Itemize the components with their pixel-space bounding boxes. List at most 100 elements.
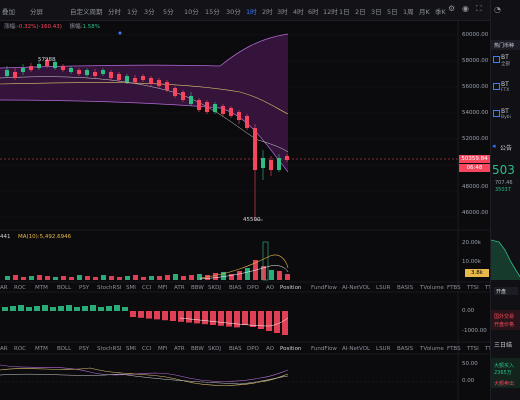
indicator-tab[interactable]: AI-NetVOL — [342, 346, 371, 352]
timeframe-18[interactable]: 3日 — [371, 8, 382, 16]
indicator-tab[interactable]: MTM — [35, 285, 48, 291]
live-price: 503 — [492, 163, 515, 177]
chat-icon[interactable]: ◔ — [494, 5, 501, 14]
timeframe-14[interactable]: 6时 — [308, 8, 319, 16]
indicator-tab[interactable]: FTBS — [447, 285, 461, 291]
indicator-tab[interactable]: TVolume — [420, 285, 444, 291]
indicator-tab[interactable]: MFI — [158, 346, 168, 352]
indicator-tab[interactable]: SKDJ — [208, 346, 221, 352]
open-button-label[interactable]: 开盘 — [496, 289, 507, 295]
announcement-label[interactable]: 公告 — [500, 145, 513, 152]
checkbox[interactable] — [493, 83, 500, 90]
coin-code[interactable]: BT — [501, 81, 509, 88]
flow-bar — [2, 307, 8, 311]
timeframe-20[interactable]: 1周 — [403, 8, 414, 16]
timeframe-22[interactable]: 季K — [435, 8, 446, 16]
indicator-tab[interactable]: StochRSI — [97, 285, 122, 291]
flow-bar — [138, 311, 144, 318]
timeframe-2[interactable]: 自定义周期 — [70, 8, 103, 16]
flow-bar — [282, 311, 288, 335]
indicator-tab[interactable]: SMI — [126, 346, 136, 352]
timeframe-5[interactable]: 3分 — [144, 8, 155, 16]
indicator-tab[interactable]: BIAS — [229, 346, 242, 352]
indicator-tab[interactable]: AR — [0, 346, 8, 352]
indicator-tab[interactable]: AR — [0, 285, 8, 291]
indicator-tab[interactable]: BOLL — [57, 346, 72, 352]
timeframe-7[interactable]: 10分 — [184, 8, 199, 16]
indicator-tab[interactable]: SKDJ — [208, 285, 221, 291]
timeframe-12[interactable]: 3时 — [277, 8, 288, 16]
timeframe-11[interactable]: 2时 — [262, 8, 273, 16]
timeframe-3[interactable]: 分时 — [108, 8, 121, 16]
indicator-tab[interactable]: TTSI — [467, 285, 479, 291]
indicator-tab[interactable]: ROC — [14, 285, 26, 291]
coin-exchange: Bybi — [501, 115, 511, 120]
timeframe-15[interactable]: 12时 — [323, 8, 338, 16]
timeframe-1[interactable]: 分屏 — [30, 8, 43, 16]
timeframe-10[interactable]: 1时 — [246, 8, 257, 16]
indicator-tab[interactable]: PSY — [79, 346, 90, 352]
camera-icon[interactable]: ◉ — [462, 4, 469, 13]
checkbox[interactable] — [493, 110, 500, 117]
announcement-icon[interactable]: ◂ — [492, 142, 496, 150]
fullscreen-icon[interactable]: ⛶ — [476, 4, 482, 13]
volume-bar — [21, 277, 26, 280]
indicator-tab[interactable]: FundFlow — [311, 346, 337, 352]
indicator-tab[interactable]: StochRSI — [97, 346, 122, 352]
indicator-tab[interactable]: LSUR — [376, 346, 391, 352]
coin-code[interactable]: BT — [501, 108, 509, 115]
indicator-tab[interactable]: TTSI — [467, 346, 479, 352]
timeframe-6[interactable]: 5分 — [163, 8, 174, 16]
indicator-tab[interactable]: BASIS — [397, 346, 414, 352]
indicator-tab[interactable]: BIAS — [229, 285, 242, 291]
coin-code[interactable]: BT — [501, 54, 509, 61]
indicator-tab[interactable]: DPO — [247, 285, 259, 291]
indicator-tab[interactable]: ATR — [174, 285, 185, 291]
volume-bar — [245, 268, 250, 280]
chart-canvas[interactable] — [0, 20, 490, 400]
indicator-tab[interactable]: ROC — [14, 346, 26, 352]
indicator-tab[interactable]: CCI — [142, 346, 152, 352]
indicator-tab[interactable]: CCI — [142, 285, 152, 291]
indicator-tab[interactable]: FTBS — [447, 346, 461, 352]
indicator-tab[interactable]: FundFlow — [311, 285, 337, 291]
timeframe-8[interactable]: 15分 — [205, 8, 220, 16]
indicator-tab[interactable]: AI-NetVOL — [342, 285, 371, 291]
indicator-tab[interactable]: BBW — [191, 346, 204, 352]
timeframe-4[interactable]: 1分 — [127, 8, 138, 16]
candlestick-chart[interactable]: 涨幅:-0.32%(-160.43) 振幅:1.58% 60000.00 5800… — [0, 20, 500, 400]
osc-axis-0: 0.00 — [462, 378, 475, 384]
open-button[interactable] — [494, 287, 518, 295]
flow-bar — [98, 307, 104, 311]
indicator-tab[interactable]: TVolume — [420, 346, 444, 352]
news-card[interactable] — [491, 310, 520, 330]
timeframe-16[interactable]: 1日 — [339, 8, 350, 16]
timeframe-19[interactable]: 5日 — [387, 8, 398, 16]
indicator-tab[interactable]: Position — [280, 285, 302, 291]
indicator-tab[interactable]: AO — [266, 285, 274, 291]
timeframe-17[interactable]: 2日 — [355, 8, 366, 16]
indicator-tab[interactable]: PSY — [79, 285, 90, 291]
news-item[interactable]: 国外交易 — [494, 314, 515, 320]
chart-toolbar: 叠加 分屏 自定义周期 分时 1分 3分 5分 10分 15分 30分 1时 2时 3时 4时 6时 12时 1… — [0, 0, 490, 21]
indicator-tab[interactable]: MFI — [158, 285, 168, 291]
indicator-tab[interactable]: AO — [266, 346, 274, 352]
timeframe-9[interactable]: 30分 — [226, 8, 241, 16]
indicator-tab[interactable]: MTM — [35, 346, 48, 352]
timeframe-13[interactable]: 4时 — [293, 8, 304, 16]
flow-bar — [18, 305, 24, 311]
indicator-tab[interactable]: BASIS — [397, 285, 414, 291]
indicator-tab[interactable]: LSUR — [376, 285, 391, 291]
gear-icon[interactable]: ⚙ — [448, 4, 456, 13]
news-item[interactable]: 开盘价格 — [494, 322, 515, 328]
indicator-tab[interactable]: ATR — [174, 346, 185, 352]
indicator-tab[interactable]: Position — [280, 346, 302, 352]
candle-body — [45, 60, 49, 66]
timeframe-21[interactable]: 月K — [419, 8, 430, 16]
indicator-tab[interactable]: SMI — [126, 285, 136, 291]
indicator-tab[interactable]: BBW — [191, 285, 204, 291]
timeframe-0[interactable]: 叠加 — [2, 8, 15, 16]
indicator-tab[interactable]: BOLL — [57, 285, 72, 291]
indicator-tab[interactable]: DPO — [247, 346, 259, 352]
checkbox[interactable] — [493, 56, 500, 63]
